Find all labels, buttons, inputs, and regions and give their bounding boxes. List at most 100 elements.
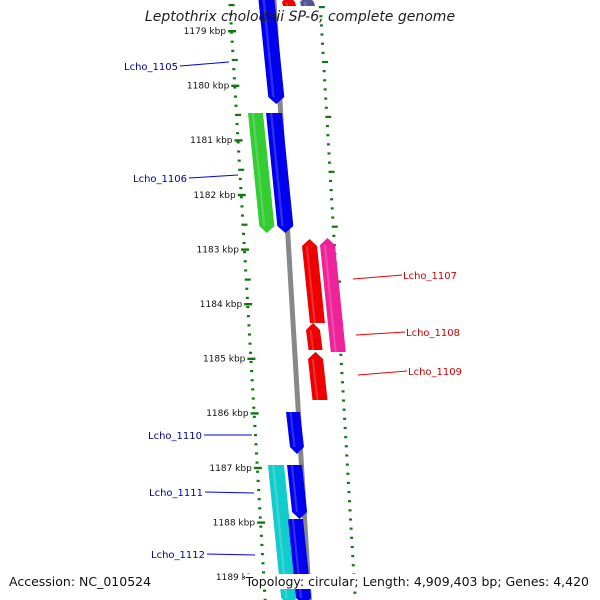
gene-arrow — [287, 465, 308, 519]
gene-label-lcho-1111: Lcho_1111 — [149, 488, 203, 499]
outer-tick-ring — [318, 6, 357, 594]
kbp-tick-label: 1188 kbp — [213, 518, 256, 528]
tick-mark — [239, 187, 243, 190]
tick-mark — [249, 360, 253, 364]
tick-mark — [232, 77, 236, 80]
kbp-tick-major — [228, 30, 237, 33]
tick-mark — [328, 161, 332, 164]
gene-arrow — [302, 239, 325, 323]
gene-arrow-shade — [309, 330, 315, 350]
gene-features — [248, 0, 346, 600]
gene-label-lcho-1107: Lcho_1107 — [403, 271, 457, 282]
tick-mark — [353, 591, 357, 594]
tick-mark — [329, 189, 333, 192]
tick-mark — [321, 51, 325, 54]
kbp-tick-label: 1181 kbp — [190, 136, 233, 146]
gene-arrow-shade — [323, 245, 337, 352]
tick-mark — [233, 95, 237, 98]
gene-label-lcho-1106: Lcho_1106 — [133, 174, 187, 185]
tick-mark — [322, 70, 326, 73]
tick-mark — [257, 498, 261, 501]
tick-mark — [236, 141, 240, 144]
map-title: Leptothrix cholodnii SP-6, complete geno… — [144, 9, 456, 25]
gene-arrow — [258, 0, 285, 104]
gene-arrow — [300, 0, 316, 6]
gene-label-lcho-1110: Lcho_1110 — [148, 431, 202, 442]
accession-text: Accession: NC_010524 — [8, 574, 153, 589]
tick-mark — [239, 196, 243, 199]
tick-mark — [332, 234, 336, 237]
tick-mark — [341, 390, 345, 393]
tick-mark — [236, 132, 240, 135]
tick-mark — [245, 287, 249, 290]
kbp-tick-major — [247, 357, 256, 360]
tick-mark — [351, 564, 355, 567]
tick-mark — [250, 370, 254, 373]
tick-mark — [339, 353, 343, 356]
gene-label-lcho-1112: Lcho_1112 — [151, 550, 205, 561]
kbp-tick-label: 1187 kbp — [209, 464, 252, 474]
tick-mark — [253, 424, 257, 428]
gene-label-lcho-1105: Lcho_1105 — [124, 62, 178, 73]
label-leaders — [179, 61, 408, 556]
tick-mark — [241, 223, 248, 226]
tick-mark — [344, 445, 348, 448]
kbp-tick-major — [237, 193, 246, 197]
tick-mark — [319, 24, 323, 27]
kbp-tick-label: 1186 kbp — [206, 409, 249, 419]
tick-mark — [325, 124, 329, 128]
gene-arrow-shade — [289, 412, 296, 447]
tick-mark — [263, 589, 267, 592]
kbp-tick-major — [250, 412, 259, 415]
tick-mark — [251, 388, 255, 391]
tick-mark — [343, 426, 347, 430]
tick-mark — [347, 490, 351, 494]
gene-arrow-shade — [311, 359, 319, 400]
tick-mark — [339, 362, 343, 366]
tick-mark — [255, 461, 259, 464]
kbp-tick-major — [240, 248, 249, 251]
kbp-tick-labels: 1179 kbp 1180 kbp 1181 kbp 1182 kbp 1183 kbp… — [184, 27, 269, 583]
tick-mark — [324, 97, 328, 100]
kbp-tick-major — [244, 303, 253, 306]
tick-mark — [263, 598, 267, 600]
tick-mark — [351, 555, 355, 558]
tick-mark — [233, 86, 237, 89]
kbp-tick-major — [231, 84, 240, 87]
tick-mark — [238, 168, 245, 171]
gene-arrow-shade — [251, 113, 266, 226]
gene-label-lcho-1109: Lcho_1109 — [408, 367, 462, 378]
tick-mark — [345, 454, 349, 457]
gene-labels: Lcho_1105 Lcho_1106 Lcho_1107 Lcho_1108 Lcho… — [124, 62, 462, 561]
tick-mark — [344, 436, 348, 439]
gene-arrow — [286, 412, 304, 454]
tick-mark — [346, 472, 350, 475]
tick-mark — [237, 159, 241, 162]
tick-mark — [235, 113, 242, 116]
tick-mark — [252, 406, 256, 409]
tick-mark — [229, 13, 233, 16]
tick-mark — [254, 452, 258, 455]
tick-mark — [251, 397, 255, 400]
label-leader-line — [179, 61, 230, 67]
tick-mark — [330, 207, 334, 210]
label-leader-line — [357, 370, 408, 376]
label-leader-line — [206, 553, 256, 556]
tick-mark — [231, 58, 238, 62]
gene-arrow — [320, 238, 346, 352]
tick-mark — [253, 434, 257, 437]
gene-arrow-shade — [290, 465, 299, 512]
tick-mark — [342, 408, 346, 411]
label-leader-line — [204, 491, 255, 494]
tick-mark — [252, 415, 256, 418]
tick-mark — [323, 88, 327, 91]
tick-mark — [319, 15, 323, 18]
gene-arrow-shade — [285, 2, 289, 6]
label-leader-line — [355, 331, 406, 336]
tick-mark — [249, 351, 253, 354]
tick-mark — [340, 372, 344, 375]
tick-mark — [260, 553, 264, 556]
tick-mark — [320, 33, 324, 36]
tick-mark — [340, 381, 344, 384]
